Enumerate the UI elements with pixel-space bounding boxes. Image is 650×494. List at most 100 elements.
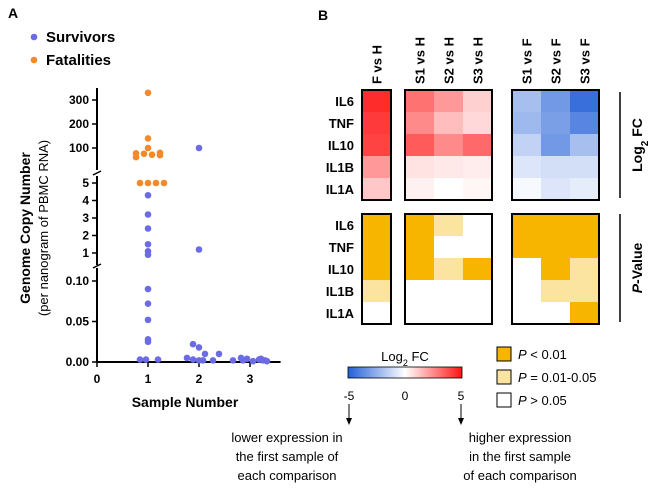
data-point [144,338,152,346]
colorbar-title-part: 2 [403,358,408,368]
heatmap-cell [405,90,434,112]
block-label-part: -Value [629,242,645,283]
heatmap-cell [405,112,434,134]
y-tick-label: 200 [69,117,89,131]
data-point [144,300,152,307]
heatmap-cell [405,302,434,324]
heatmap-cell [541,258,570,280]
heatmap-cell [570,178,599,200]
heatmap-cell [512,258,541,280]
y-tick-label: 1 [82,246,89,260]
legend-marker-survivors [30,33,38,41]
heatmap-cell [570,302,599,324]
low-expression-note: each comparison [238,468,337,483]
row-label: IL10 [328,138,354,153]
heatmap-cell [512,134,541,156]
heatmap-cell [434,134,463,156]
data-point [183,354,191,362]
heatmap-cell [405,214,434,236]
heatmap-cell [463,214,492,236]
data-point [215,350,223,358]
row-label: IL10 [328,262,354,277]
colorbar-min-label: -5 [344,389,355,403]
column-header: S1 vs F [520,38,535,84]
heatmap-cell [434,302,463,324]
y-tick-label: 300 [69,93,89,107]
heatmap-cell [541,214,570,236]
heatmap-cell [362,214,391,236]
p-legend-swatch [496,369,512,385]
row-label: IL1A [326,306,355,321]
heatmap-cell [541,302,570,324]
p-legend-label: P < 0.01 [518,347,567,362]
heatmap-cell [463,156,492,178]
heatmap-log2fc [361,89,600,201]
block-label-part: Log [629,146,645,172]
data-point [142,356,150,363]
heatmap-cell [434,280,463,302]
heatmap-cell [434,236,463,258]
row-label: IL6 [335,94,354,109]
p-legend-italic: P [518,370,527,385]
heatmap-cell [541,178,570,200]
row-label: TNF [329,240,354,255]
heatmap-group-border [361,89,392,201]
heatmap-cell [434,112,463,134]
data-point [156,151,164,159]
column-header: S1 vs H [413,37,428,84]
colorbar-title-part: FC [408,349,429,364]
heatmap-cell [434,214,463,236]
x-tick-label: 0 [94,372,101,386]
heatmap-cell [434,90,463,112]
heatmap-cell [570,90,599,112]
y-axis-title: Genome Copy Number [17,152,33,304]
p-legend-text: < 0.01 [527,347,567,362]
heatmap-cell [434,156,463,178]
heatmap-cell [570,134,599,156]
block-label-part: FC [629,118,645,141]
y-tick-label: 2 [82,229,89,243]
x-tick-label: 1 [145,372,152,386]
arrow-high-head [458,418,464,425]
data-point [239,357,247,364]
y-tick-label: 0.00 [66,355,90,369]
data-point [140,150,148,158]
heatmap-cell [362,134,391,156]
heatmap-cell [362,280,391,302]
break-mark [92,170,102,176]
data-point [144,285,152,293]
heatmap-cell [362,236,391,258]
data-point [136,356,144,363]
heatmap-cell [405,280,434,302]
heatmap-group-border [511,89,600,201]
heatmap-cell [463,236,492,258]
high-expression-note: higher expression [469,430,572,445]
data-point [152,179,160,187]
p-legend-swatch [496,392,512,408]
heatmap-group-border [404,213,493,325]
heatmap-cell [362,90,391,112]
y-tick-label: 0.05 [66,315,90,329]
heatmap-cell [541,280,570,302]
series-fatalities [132,89,168,187]
heatmap-group-border [404,89,493,201]
data-point [154,356,162,363]
data-point [144,225,152,232]
heatmap-cell [570,214,599,236]
y-axis-a [92,88,281,367]
p-legend-text: > 0.05 [527,393,567,408]
block-label-part: P [629,283,645,293]
p-legend-swatch [496,346,512,362]
data-point [199,357,207,364]
heatmap-cell [362,302,391,324]
heatmap-cell [512,236,541,258]
heatmap-cell [362,258,391,280]
column-header: F vs H [370,45,385,84]
y-tick-label: 3 [82,211,89,225]
row-label: IL1B [326,284,354,299]
data-point [249,357,257,365]
heatmap-cell [570,236,599,258]
data-point [229,357,237,364]
heatmap-cell [463,258,492,280]
panel-label-b: B [318,7,328,23]
